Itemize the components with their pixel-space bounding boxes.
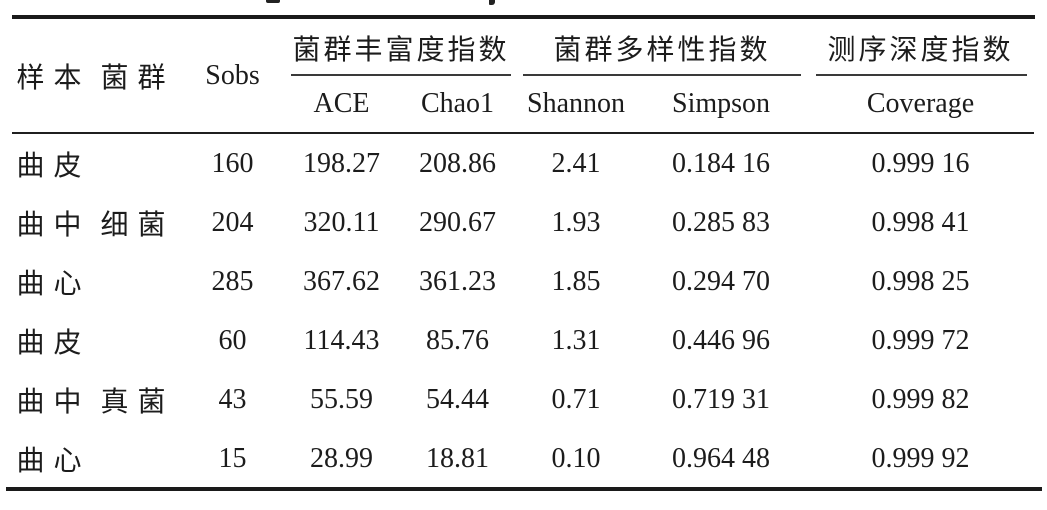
table-top-rule	[12, 15, 1035, 19]
table-row: 曲心 285 367.62 361.23 1.85 0.294 70 0.998…	[12, 252, 1034, 311]
shannon-cell: 2.41	[551, 147, 601, 179]
sample-cell: 曲心	[16, 445, 91, 477]
column-header-coverage: Coverage	[807, 76, 1035, 134]
chao1-cell: 208.86	[419, 147, 496, 179]
coverage-cell: 0.999 82	[871, 383, 970, 415]
cropped-caption-fragment	[489, 0, 495, 5]
ace-cell: 28.99	[310, 442, 373, 474]
coverage-cell: 0.999 16	[871, 147, 970, 179]
chao1-cell: 54.44	[426, 383, 489, 415]
sobs-cell: 204	[211, 206, 254, 238]
table-row: 曲皮 真菌 60 114.43 85.76 1.31 0.446 96 0.99…	[12, 311, 1034, 418]
coverage-cell: 0.999 92	[871, 442, 970, 474]
table-row: 曲皮 细菌 160 198.27 208.86 2.41 0.184 16 0.…	[12, 133, 1034, 241]
group-header-richness: 菌群丰富度指数	[285, 19, 517, 76]
shannon-cell: 1.31	[551, 324, 601, 356]
table-bottom-rule	[6, 487, 1042, 491]
simpson-cell: 0.964 48	[672, 442, 771, 474]
sobs-cell: 60	[218, 324, 247, 356]
chao1-cell: 18.81	[426, 442, 489, 474]
column-header-ace: ACE	[285, 76, 398, 134]
table-row: 曲中 43 55.59 54.44 0.71 0.719 31 0.999 82	[12, 370, 1034, 429]
ace-cell: 320.11	[303, 206, 380, 238]
simpson-cell: 0.719 31	[672, 383, 771, 415]
header-sub-row: ACE Chao1 Shannon Simpson Coverage	[12, 76, 1035, 134]
column-header-flora: 菌群	[95, 19, 180, 134]
coverage-cell: 0.998 41	[871, 206, 970, 238]
coverage-cell: 0.998 25	[871, 265, 970, 297]
shannon-cell: 1.93	[551, 206, 601, 238]
sobs-cell: 285	[211, 265, 254, 297]
header-group-row: 样本 菌群 Sobs 菌群丰富度指数 菌群多样性指数 测序深度指数	[12, 19, 1034, 134]
simpson-cell: 0.294 70	[672, 265, 771, 297]
shannon-cell: 1.85	[551, 265, 601, 297]
ace-cell: 55.59	[310, 383, 373, 415]
chao1-cell: 361.23	[419, 265, 496, 297]
alpha-diversity-table: 样本 菌群 Sobs 菌群丰富度指数 菌群多样性指数 测序深度指数 ACE Ch…	[12, 19, 1035, 488]
column-header-chao1: Chao1	[398, 76, 518, 134]
column-header-shannon: Shannon	[517, 76, 636, 134]
flora-cell-bacteria: 细菌	[100, 209, 175, 241]
simpson-cell: 0.285 83	[672, 206, 771, 238]
ace-cell: 198.27	[303, 147, 380, 179]
table-row: 曲中 204 320.11 290.67 1.93 0.285 83 0.998…	[12, 193, 1034, 252]
group-header-diversity: 菌群多样性指数	[517, 19, 807, 76]
sample-cell: 曲皮	[16, 327, 91, 359]
coverage-cell: 0.999 72	[871, 324, 970, 356]
chao1-cell: 290.67	[419, 206, 496, 238]
sobs-cell: 15	[218, 442, 247, 474]
sample-cell: 曲中	[16, 209, 91, 241]
sobs-cell: 43	[218, 383, 247, 415]
column-header-sobs: Sobs	[180, 19, 285, 134]
group-header-depth: 测序深度指数	[807, 19, 1034, 76]
ace-cell: 367.62	[303, 265, 380, 297]
sample-cell: 曲皮	[16, 150, 91, 182]
column-header-simpson: Simpson	[635, 76, 808, 134]
sobs-cell: 160	[211, 147, 254, 179]
column-header-sample: 样本	[12, 19, 95, 134]
flora-cell-fungi: 真菌	[100, 386, 175, 418]
cropped-caption-fragment	[266, 0, 280, 3]
chao1-cell: 85.76	[426, 324, 489, 356]
simpson-cell: 0.446 96	[672, 324, 771, 356]
simpson-cell: 0.184 16	[672, 147, 771, 179]
shannon-cell: 0.71	[551, 383, 601, 415]
sample-cell: 曲心	[16, 268, 91, 300]
ace-cell: 114.43	[303, 324, 380, 356]
shannon-cell: 0.10	[551, 442, 601, 474]
sample-cell: 曲中	[16, 386, 91, 418]
table-row: 曲心 15 28.99 18.81 0.10 0.964 48 0.999 92	[12, 429, 1034, 488]
